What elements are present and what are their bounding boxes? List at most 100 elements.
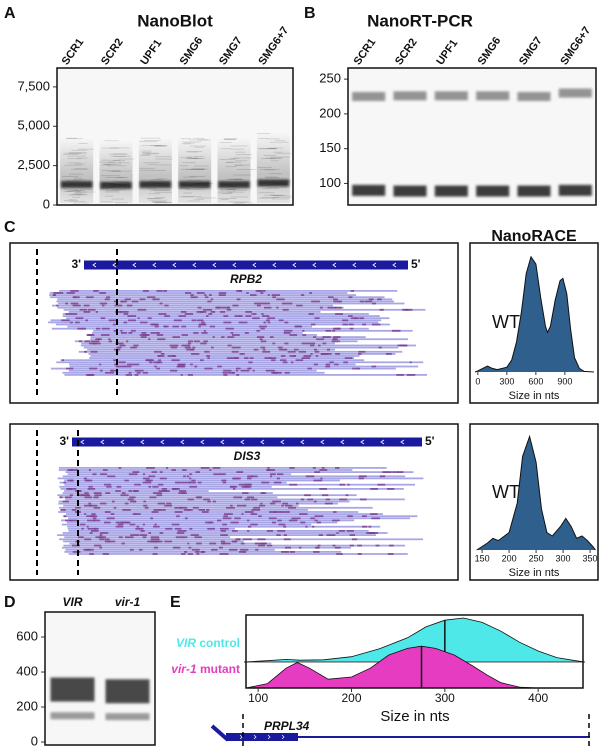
- smear-speck: [110, 147, 130, 149]
- read-mismatch: [276, 534, 281, 536]
- read-mismatch: [253, 506, 261, 509]
- read-mismatch: [134, 369, 144, 372]
- strand-chevron: [200, 439, 205, 445]
- read-mismatch: [230, 521, 239, 524]
- read-mismatch: [126, 304, 133, 307]
- read-mismatch: [289, 467, 295, 469]
- smear-speck: [73, 163, 85, 165]
- read-mismatch: [222, 517, 232, 520]
- read-mismatch: [299, 546, 302, 549]
- read: [80, 344, 416, 347]
- gene-end: 3': [59, 434, 69, 448]
- read-mismatch: [241, 485, 250, 488]
- read-mismatch: [113, 359, 118, 362]
- read-mismatch: [219, 553, 229, 555]
- read-mismatch: [331, 340, 340, 343]
- read: [62, 315, 380, 317]
- read: [67, 473, 292, 476]
- strand-chevron: [132, 262, 137, 268]
- read-mismatch: [266, 530, 274, 532]
- read-mismatch: [151, 511, 159, 513]
- smear-speck: [185, 157, 199, 159]
- smear-speck: [118, 158, 135, 160]
- read: [67, 325, 313, 328]
- read-mismatch: [226, 308, 232, 311]
- read-mismatch: [321, 494, 329, 497]
- x-tick-label: 250: [529, 553, 544, 563]
- read-mismatch: [198, 323, 206, 326]
- read-mismatch: [277, 346, 283, 349]
- read: [51, 304, 334, 307]
- read-mismatch: [180, 374, 183, 376]
- smear-speck: [179, 196, 194, 198]
- read-mismatch: [131, 363, 140, 366]
- read-mismatch: [406, 374, 416, 376]
- read-mismatch: [250, 294, 257, 296]
- read-mismatch: [260, 340, 267, 343]
- smear-speck: [154, 146, 167, 148]
- smear-speck: [235, 202, 253, 204]
- read-mismatch: [314, 350, 320, 353]
- read-mismatch: [88, 485, 93, 488]
- read-mismatch: [121, 492, 126, 494]
- y-tick-label: 2,500: [17, 157, 50, 172]
- read-mismatch: [156, 367, 161, 370]
- read-mismatch: [126, 340, 129, 343]
- read-mismatch: [90, 515, 98, 518]
- read-mismatch: [247, 496, 254, 499]
- read-mismatch: [284, 371, 290, 374]
- read-mismatch: [299, 513, 308, 515]
- read-mismatch: [135, 527, 140, 530]
- read-mismatch: [106, 517, 115, 520]
- read-mismatch: [144, 506, 149, 509]
- read: [62, 371, 325, 374]
- strand-chevron: [260, 439, 265, 445]
- ridge-fill: [244, 618, 585, 662]
- read-mismatch: [187, 342, 192, 345]
- strand-chevron: [180, 439, 185, 445]
- read-mismatch: [133, 344, 139, 347]
- read-mismatch: [250, 513, 258, 515]
- read-mismatch: [284, 342, 289, 345]
- smear-speck: [99, 161, 115, 163]
- read-mismatch: [181, 553, 186, 555]
- read-mismatch: [234, 517, 241, 520]
- lane-label: SMG7: [517, 35, 545, 67]
- read-mismatch: [197, 306, 202, 309]
- read-mismatch: [307, 498, 314, 501]
- read-mismatch: [334, 546, 341, 549]
- read-mismatch: [338, 530, 345, 532]
- smear-speck: [78, 143, 88, 144]
- read-mismatch: [325, 363, 330, 366]
- read-mismatch: [250, 475, 258, 478]
- read-mismatch: [294, 325, 303, 328]
- smear-speck: [149, 199, 168, 201]
- smear-speck: [154, 202, 172, 204]
- read-mismatch: [311, 300, 320, 303]
- read-mismatch: [208, 294, 212, 296]
- read-mismatch: [169, 369, 178, 372]
- read-mismatch: [319, 469, 328, 471]
- read-mismatch: [314, 317, 320, 320]
- smear-speck: [274, 195, 292, 197]
- read-mismatch: [347, 515, 351, 518]
- read-mismatch: [262, 492, 267, 494]
- read-mismatch: [211, 346, 214, 349]
- read-mismatch: [345, 494, 349, 497]
- read-mismatch: [99, 532, 109, 534]
- read-mismatch: [198, 325, 201, 328]
- read: [57, 494, 357, 497]
- read-mismatch: [61, 359, 64, 362]
- smear-speck: [113, 156, 126, 157]
- read: [78, 350, 403, 353]
- read: [67, 525, 381, 528]
- smear-speck: [141, 145, 162, 147]
- read-mismatch: [118, 361, 126, 364]
- read-mismatch: [257, 290, 266, 292]
- legend-entry-part: vir-1: [171, 662, 197, 676]
- read-mismatch: [154, 523, 157, 526]
- read-mismatch: [84, 496, 93, 499]
- smear-speck: [258, 192, 275, 194]
- smear-speck: [192, 168, 209, 170]
- read-mismatch: [124, 365, 132, 368]
